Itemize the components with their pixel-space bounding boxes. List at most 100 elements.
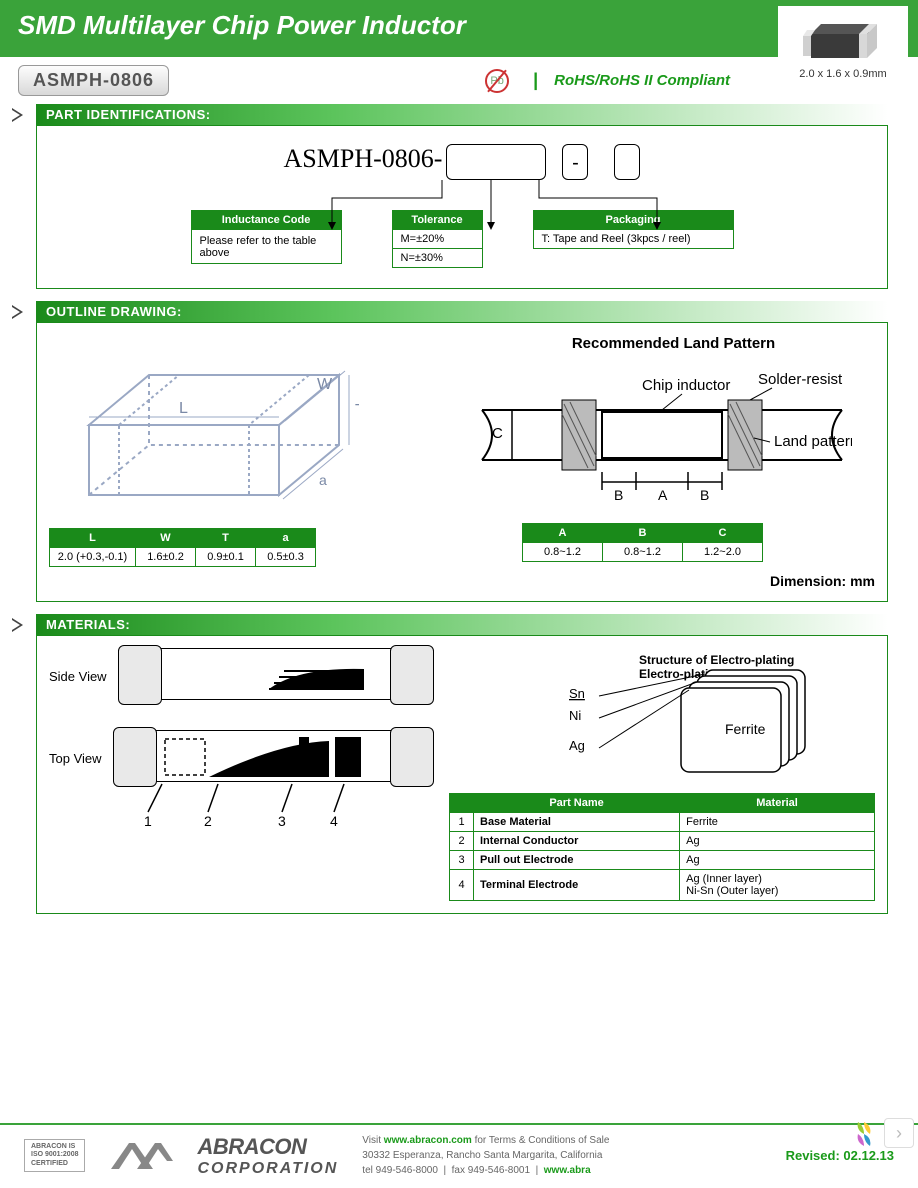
svg-text:A: A [658, 487, 668, 503]
outline-3d: L W T a LWTa 2.0 (+0.3,-0.1)1.6±0.20.9±0… [49, 335, 452, 567]
svg-text:3: 3 [278, 813, 286, 828]
td: 0.5±0.3 [256, 548, 316, 567]
td: Ag [680, 851, 875, 870]
pb-free-icon: Pb [485, 69, 509, 93]
td: 1.6±0.2 [136, 548, 196, 567]
svg-text:Sn: Sn [569, 686, 585, 701]
td: Ag (Inner layer) Ni-Sn (Outer layer) [680, 870, 875, 901]
th: W [136, 529, 196, 548]
svg-text:B: B [700, 487, 709, 503]
table-tolerance: Tolerance M=±20% N=±30% [392, 210, 483, 268]
th: a [256, 529, 316, 548]
page-title: SMD Multilayer Chip Power Inductor [18, 10, 900, 41]
svg-text:1: 1 [144, 813, 152, 828]
th [450, 794, 474, 813]
td: Please refer to the table above [191, 230, 341, 264]
svg-text:C: C [492, 425, 503, 442]
svg-text:Ni: Ni [569, 708, 581, 723]
td: 0.8~1.2 [523, 543, 603, 562]
footer-contact: Visit www.abracon.com for Terms & Condit… [362, 1133, 761, 1178]
svg-text:W: W [317, 376, 333, 393]
th: C [683, 524, 763, 543]
th: L [50, 529, 136, 548]
section-arrow-icon [12, 618, 23, 632]
abracon-logo-icon [109, 1139, 173, 1173]
td: Base Material [474, 813, 680, 832]
product-badge: 2.0 x 1.6 x 0.9mm [778, 6, 908, 98]
td: 2 [450, 832, 474, 851]
svg-text:4: 4 [330, 813, 338, 828]
section-header: PART IDENTIFICATIONS: [36, 104, 888, 125]
table-row: 2Internal ConductorAg [450, 832, 875, 851]
product-dimensions: 2.0 x 1.6 x 0.9mm [778, 68, 908, 80]
chip-3d-icon [803, 18, 883, 62]
th: T [196, 529, 256, 548]
td: 1 [450, 813, 474, 832]
th: A [523, 524, 603, 543]
td: 4 [450, 870, 474, 901]
footer: ABRACON IS ISO 9001:2008 CERTIFIED ABRAC… [0, 1123, 918, 1188]
slot-dash: - [562, 144, 588, 180]
slot-inductance [446, 144, 546, 180]
svg-text:Ag: Ag [569, 738, 585, 753]
rec-title: Recommended Land Pattern [472, 335, 875, 352]
outline-land: Recommended Land Pattern [472, 335, 875, 567]
th: Tolerance [392, 211, 482, 230]
td: N=±30% [392, 249, 482, 268]
revised-date: Revised: 02.12.13 [786, 1148, 894, 1163]
svg-text:Solder-resist: Solder-resist [758, 371, 843, 388]
svg-text:L: L [179, 400, 188, 417]
palette-icon[interactable] [850, 1120, 878, 1148]
slot-tolerance [614, 144, 640, 180]
separator: | [533, 70, 538, 91]
td: 2.0 (+0.3,-0.1) [50, 548, 136, 567]
th: Part Name [474, 794, 680, 813]
top-view-label: Top View [49, 751, 102, 766]
comp-side-icon [123, 648, 429, 700]
td: T: Tape and Reel (3kpcs / reel) [533, 230, 733, 249]
th: Material [680, 794, 875, 813]
dim-table-right: ABC 0.8~1.20.8~1.21.2~2.0 [522, 523, 763, 562]
dimension-note: Dimension: mm [49, 573, 875, 589]
section-outline: OUTLINE DRAWING: [0, 297, 918, 610]
cert-box: ABRACON IS ISO 9001:2008 CERTIFIED [24, 1139, 85, 1172]
td: Ag [680, 832, 875, 851]
td: 0.9±0.1 [196, 548, 256, 567]
td: Pull out Electrode [474, 851, 680, 870]
section-header: MATERIALS: [36, 614, 888, 635]
td: 3 [450, 851, 474, 870]
compliance-text: RoHS/RoHS II Compliant [554, 72, 730, 89]
svg-text:Structure of Electro-plating: Structure of Electro-plating [639, 653, 794, 667]
section-part-id: PART IDENTIFICATIONS: ASMPH-0806- - Indu… [0, 100, 918, 297]
svg-text:Land pattern: Land pattern [774, 433, 852, 450]
svg-text:Ferrite: Ferrite [725, 721, 766, 737]
table-inductance: Inductance Code Please refer to the tabl… [191, 210, 342, 264]
svg-text:2: 2 [204, 813, 212, 828]
section-arrow-icon [12, 305, 23, 319]
svg-text:T: T [355, 402, 359, 419]
partnum-prefix: ASMPH-0806- [284, 144, 443, 174]
td: 0.8~1.2 [603, 543, 683, 562]
svg-text:a: a [319, 472, 327, 488]
td: Internal Conductor [474, 832, 680, 851]
side-view-label: Side View [49, 669, 107, 684]
comp-top-icon [118, 730, 429, 782]
table-row: 1Base MaterialFerrite [450, 813, 875, 832]
th: B [603, 524, 683, 543]
part-number-badge: ASMPH-0806 [18, 65, 169, 96]
next-page-button[interactable]: › [884, 1118, 914, 1148]
plating-diagram: Structure of Electro-plating Electro-pla… [449, 648, 829, 778]
dim-table-left: LWTa 2.0 (+0.3,-0.1)1.6±0.20.9±0.10.5±0.… [49, 528, 316, 567]
th: Inductance Code [191, 211, 341, 230]
table-row: 4Terminal ElectrodeAg (Inner layer) Ni-S… [450, 870, 875, 901]
td: Terminal Electrode [474, 870, 680, 901]
table-packaging: Packaging T: Tape and Reel (3kpcs / reel… [533, 210, 734, 249]
td: Ferrite [680, 813, 875, 832]
table-row: 3Pull out ElectrodeAg [450, 851, 875, 870]
section-header: OUTLINE DRAWING: [36, 301, 888, 322]
td: M=±20% [392, 230, 482, 249]
materials-table: Part NameMaterial 1Base MaterialFerrite2… [449, 793, 875, 901]
svg-text:B: B [614, 487, 623, 503]
svg-text:Chip inductor: Chip inductor [642, 377, 730, 394]
corp-name: ABRACON CORPORATION [197, 1134, 338, 1178]
